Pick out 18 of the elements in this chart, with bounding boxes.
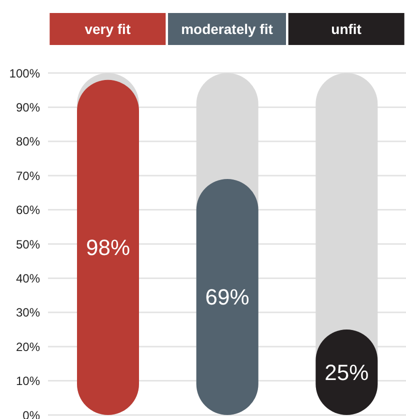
data-label: 69% [205,284,250,310]
y-tick-label: 80% [16,134,40,149]
bar [77,80,139,415]
data-label: 98% [86,234,130,260]
y-tick-label: 50% [16,237,40,252]
y-tick-label: 0% [22,408,40,419]
y-tick-label: 70% [16,168,40,183]
y-tick-label: 10% [16,374,40,388]
y-tick-label: 100% [9,66,40,80]
data-label: 25% [324,360,369,385]
x-tick-label: very fit [84,21,131,37]
y-tick-label: 40% [16,271,40,286]
y-tick-label: 90% [16,100,40,114]
y-tick-label: 30% [16,306,40,320]
y-tick-label: 20% [16,340,40,354]
x-tick-label: unfit [331,21,362,37]
x-tick-label: moderately fit [181,21,274,37]
y-tick-label: 60% [16,203,40,218]
